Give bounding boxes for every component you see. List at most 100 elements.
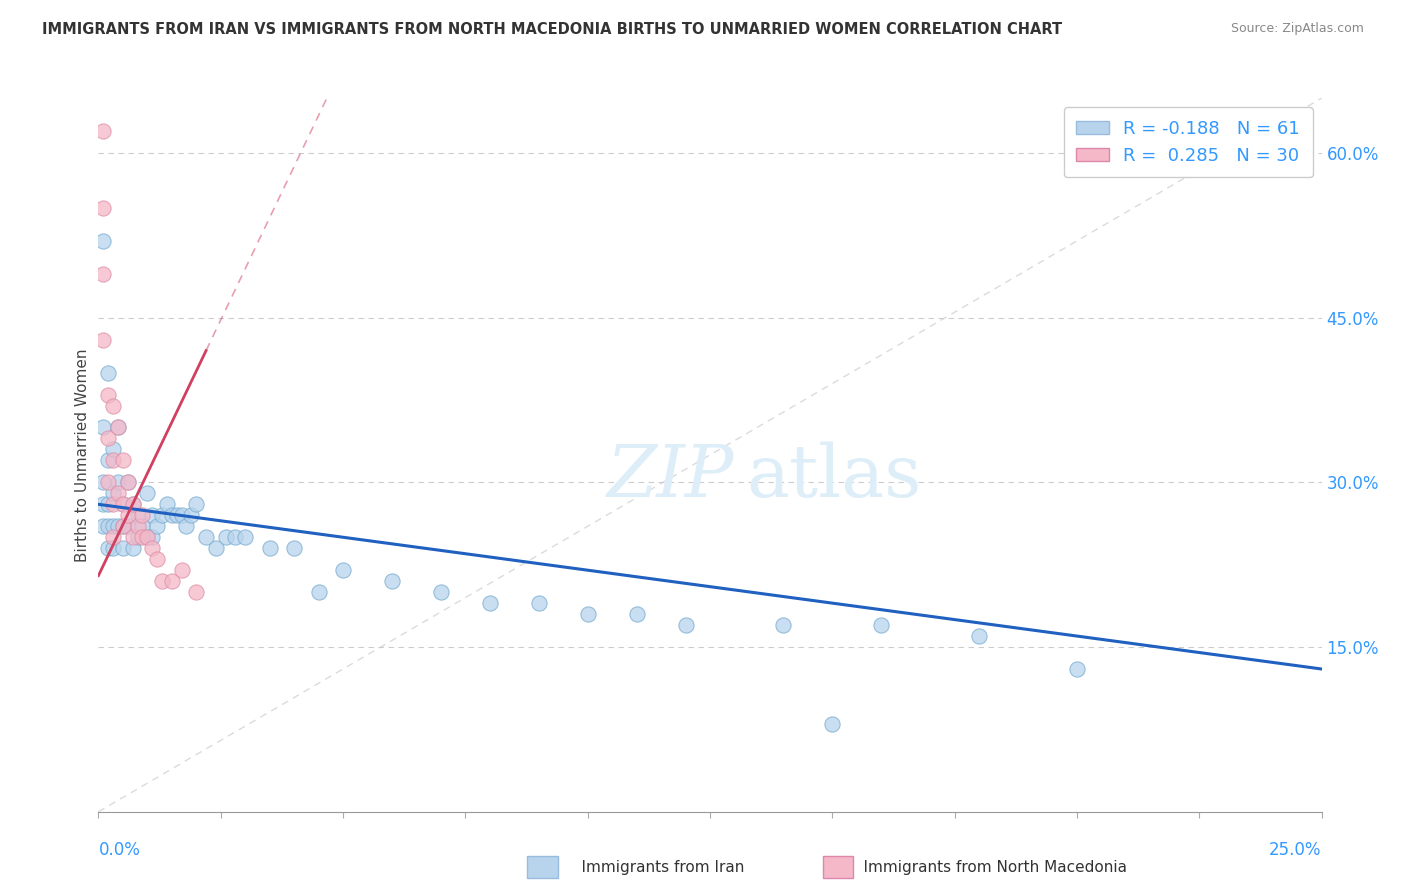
Point — [117, 475, 139, 490]
Point — [195, 530, 218, 544]
Point — [107, 486, 129, 500]
Point — [870, 618, 893, 632]
Point — [180, 508, 202, 523]
Point — [141, 508, 163, 523]
Point — [141, 541, 163, 556]
Point — [170, 563, 193, 577]
Point — [430, 585, 453, 599]
Text: atlas: atlas — [747, 441, 922, 512]
Point — [332, 563, 354, 577]
Point — [91, 475, 114, 490]
Point — [160, 574, 183, 589]
Point — [821, 717, 844, 731]
Text: ZIP: ZIP — [607, 441, 734, 512]
Point — [107, 475, 129, 490]
Text: Immigrants from Iran: Immigrants from Iran — [562, 860, 745, 874]
Point — [111, 497, 134, 511]
Point — [967, 629, 990, 643]
Point — [576, 607, 599, 621]
Point — [101, 399, 124, 413]
Point — [91, 420, 114, 434]
Point — [136, 530, 159, 544]
Point — [91, 124, 114, 138]
Point — [111, 453, 134, 467]
Text: 25.0%: 25.0% — [1270, 840, 1322, 858]
Point — [772, 618, 794, 632]
Point — [101, 530, 124, 544]
Point — [186, 497, 208, 511]
Point — [186, 585, 208, 599]
Point — [97, 519, 120, 533]
Point — [121, 530, 143, 544]
Point — [117, 508, 139, 523]
Point — [107, 420, 129, 434]
Point — [150, 574, 173, 589]
Point — [101, 486, 124, 500]
Point — [1066, 662, 1088, 676]
Point — [224, 530, 246, 544]
Text: 0.0%: 0.0% — [98, 840, 141, 858]
Point — [121, 541, 143, 556]
Point — [117, 475, 139, 490]
Point — [91, 201, 114, 215]
Point — [141, 530, 163, 544]
Legend: R = -0.188   N = 61, R =  0.285   N = 30: R = -0.188 N = 61, R = 0.285 N = 30 — [1064, 107, 1313, 178]
Point — [101, 519, 124, 533]
Y-axis label: Births to Unmarried Women: Births to Unmarried Women — [75, 348, 90, 562]
Point — [97, 497, 120, 511]
Point — [283, 541, 305, 556]
Point — [381, 574, 404, 589]
Point — [259, 541, 281, 556]
Point — [111, 541, 134, 556]
Point — [146, 552, 169, 566]
Point — [156, 497, 179, 511]
Point — [176, 519, 198, 533]
Point — [127, 530, 149, 544]
Point — [107, 519, 129, 533]
Point — [150, 508, 173, 523]
Point — [97, 387, 120, 401]
Point — [308, 585, 330, 599]
Point — [131, 530, 153, 544]
Point — [478, 596, 501, 610]
Point — [136, 486, 159, 500]
Point — [101, 541, 124, 556]
Point — [111, 519, 134, 533]
Point — [136, 530, 159, 544]
Point — [146, 519, 169, 533]
Point — [101, 442, 124, 457]
Point — [160, 508, 183, 523]
Point — [127, 519, 149, 533]
Point — [205, 541, 228, 556]
Text: Source: ZipAtlas.com: Source: ZipAtlas.com — [1230, 22, 1364, 36]
Point — [97, 366, 120, 380]
Point — [131, 519, 153, 533]
Point — [233, 530, 256, 544]
Point — [91, 519, 114, 533]
Point — [91, 333, 114, 347]
Point — [111, 519, 134, 533]
Point — [91, 267, 114, 281]
Point — [101, 453, 124, 467]
Point — [131, 508, 153, 523]
Point — [91, 234, 114, 248]
Point — [527, 596, 550, 610]
Point — [111, 497, 134, 511]
Point — [166, 508, 188, 523]
Point — [121, 497, 143, 511]
Text: IMMIGRANTS FROM IRAN VS IMMIGRANTS FROM NORTH MACEDONIA BIRTHS TO UNMARRIED WOME: IMMIGRANTS FROM IRAN VS IMMIGRANTS FROM … — [42, 22, 1063, 37]
Point — [97, 475, 120, 490]
Point — [101, 497, 124, 511]
Point — [91, 497, 114, 511]
Point — [626, 607, 648, 621]
Point — [170, 508, 193, 523]
Point — [214, 530, 236, 544]
Point — [127, 508, 149, 523]
Point — [121, 497, 143, 511]
Point — [97, 453, 120, 467]
Point — [97, 541, 120, 556]
Text: Immigrants from North Macedonia: Immigrants from North Macedonia — [844, 860, 1126, 874]
Point — [97, 432, 120, 446]
Point — [117, 519, 139, 533]
Point — [675, 618, 697, 632]
